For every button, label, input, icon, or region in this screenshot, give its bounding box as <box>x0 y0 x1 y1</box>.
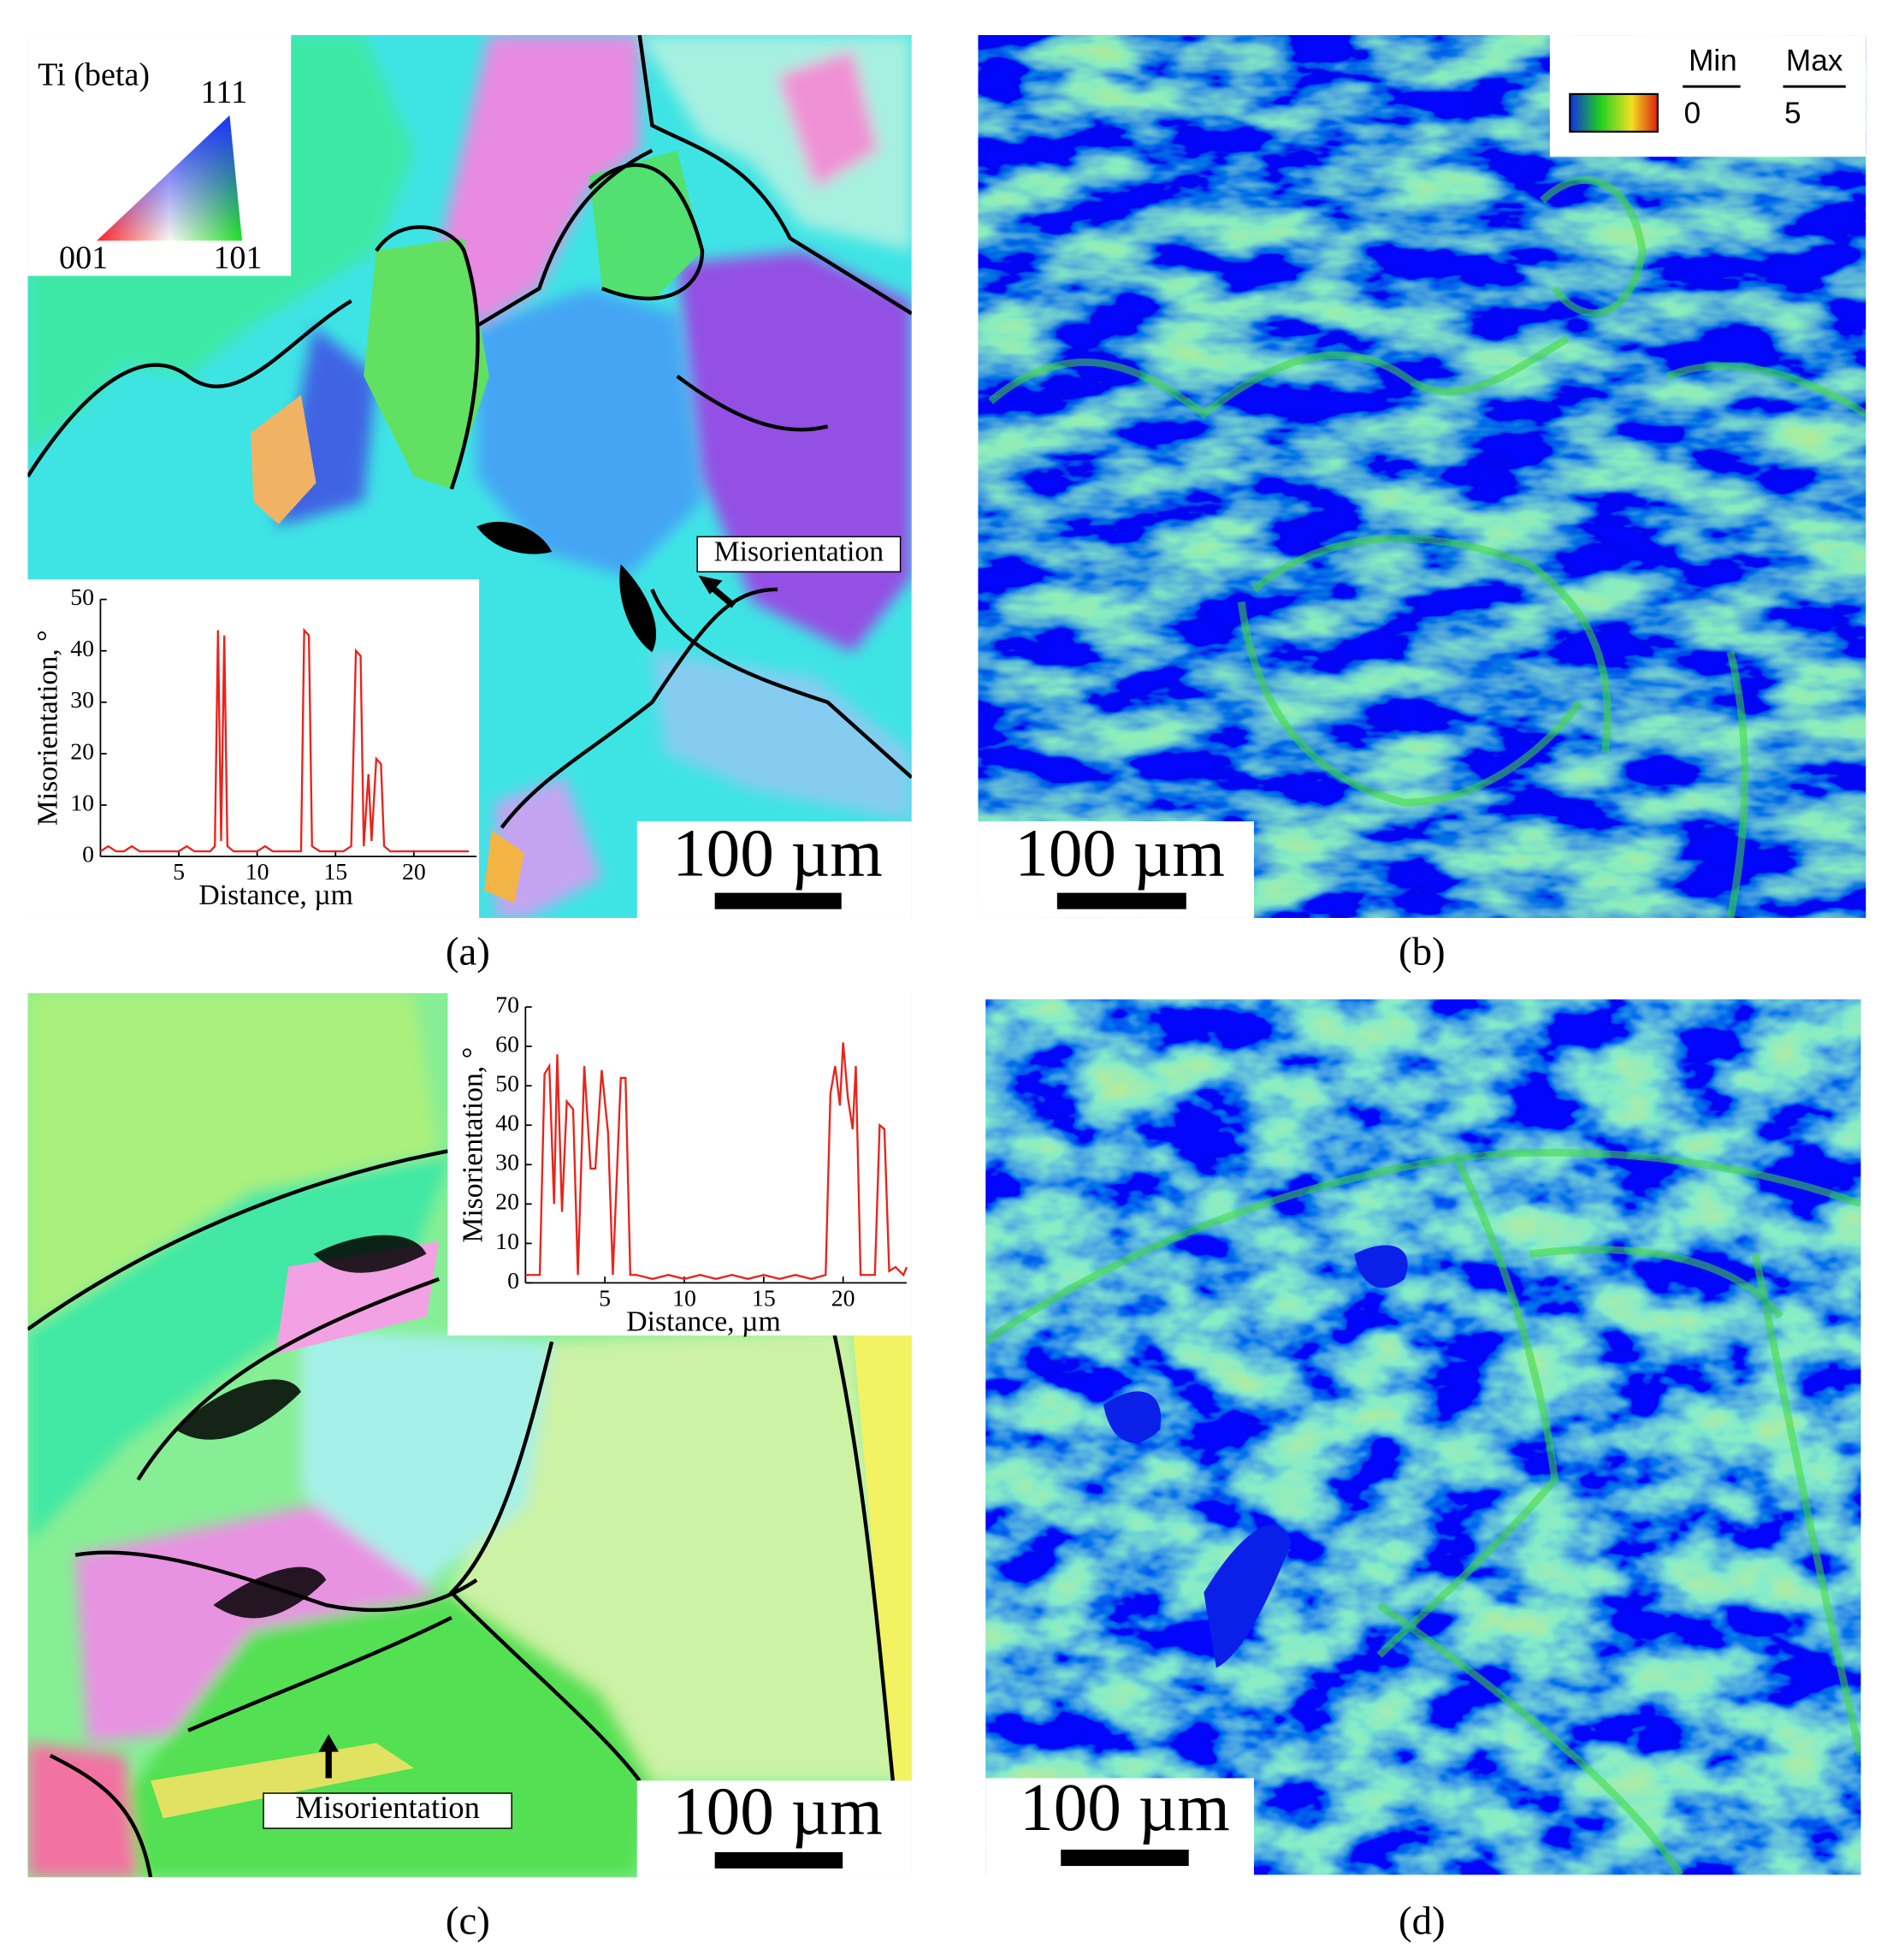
x-axis-label: Distance, µm <box>198 879 352 911</box>
y-tick-label: 60 <box>495 1031 519 1057</box>
y-axis-label: Misorientation, ° <box>457 1047 488 1243</box>
y-tick-label: 70 <box>495 992 519 1018</box>
scale-bar-label: 100 µm <box>1014 816 1225 891</box>
inset-chart-c: 0 10 20 30 40 50 60 70 5 10 15 20 Distance, µm Misori… <box>457 992 908 1338</box>
corner-label: 001 <box>59 240 108 276</box>
corner-label: 111 <box>201 74 247 110</box>
panel-label: (a) <box>446 930 490 974</box>
x-tick-label: 5 <box>599 1285 611 1312</box>
scale-bar-b: 100 µm <box>978 816 1254 918</box>
x-tick-label: 10 <box>245 859 269 885</box>
y-tick-label: 10 <box>495 1229 519 1255</box>
colorbar-min-label: Min <box>1689 44 1737 78</box>
y-tick-label: 30 <box>70 687 94 714</box>
scale-bar-label: 100 µm <box>672 816 883 891</box>
x-tick-label: 15 <box>752 1285 776 1312</box>
corner-label: 101 <box>213 240 262 276</box>
y-tick-label: 30 <box>495 1150 519 1176</box>
data-line <box>99 627 470 853</box>
y-axis-label: Misorientation, ° <box>33 630 64 826</box>
colorbar-max: 5 <box>1784 97 1801 130</box>
data-line <box>525 1042 908 1281</box>
y-tick-label: 20 <box>495 1189 519 1216</box>
colorbar-legend: Min Max 0 5 <box>1569 44 1846 133</box>
colorbar-min: 0 <box>1684 97 1701 130</box>
kam-map-d <box>985 999 1861 1875</box>
panel-label: (b) <box>1399 930 1446 974</box>
y-tick-label: 50 <box>495 1071 519 1098</box>
inset-a-background <box>27 579 480 918</box>
y-tick-label: 40 <box>495 1110 519 1137</box>
scale-bar-d: 100 µm <box>985 1770 1254 1878</box>
y-tick-label: 0 <box>82 842 94 868</box>
x-tick-label: 15 <box>323 859 347 885</box>
annotation-a: Misorientation <box>696 536 902 608</box>
annotation-label: Misorientation <box>714 536 884 568</box>
y-tick-label: 50 <box>70 584 94 611</box>
ipf-legend: Ti (beta) 111 001 101 <box>38 57 262 276</box>
annotation-label: Misorientation <box>295 1790 480 1825</box>
kam-map-b <box>978 35 1866 918</box>
scale-bar-a: 100 µm <box>636 816 912 918</box>
x-axis-label: Distance, µm <box>626 1306 780 1338</box>
scale-bar-c: 100 µm <box>636 1774 912 1878</box>
panel-label: (c) <box>446 1899 490 1944</box>
scale-bar-label: 100 µm <box>672 1774 883 1850</box>
y-tick-label: 10 <box>70 790 94 816</box>
x-tick-label: 20 <box>831 1285 855 1312</box>
inset-chart-a: 0 10 20 30 40 50 5 10 15 20 Distance, µm Misorienta… <box>33 584 477 911</box>
annotation-c: Misorientation <box>263 1734 512 1829</box>
x-tick-label: 5 <box>173 859 185 885</box>
panel-label: (d) <box>1399 1899 1446 1944</box>
colorbar-max-label: Max <box>1786 44 1843 78</box>
x-tick-label: 20 <box>402 859 426 885</box>
y-tick-label: 40 <box>70 636 94 662</box>
scale-bar-label: 100 µm <box>1020 1770 1230 1845</box>
x-tick-label: 10 <box>672 1285 696 1312</box>
y-tick-label: 20 <box>70 738 94 765</box>
y-tick-label: 0 <box>507 1268 519 1294</box>
legend-title: Ti (beta) <box>38 57 150 93</box>
